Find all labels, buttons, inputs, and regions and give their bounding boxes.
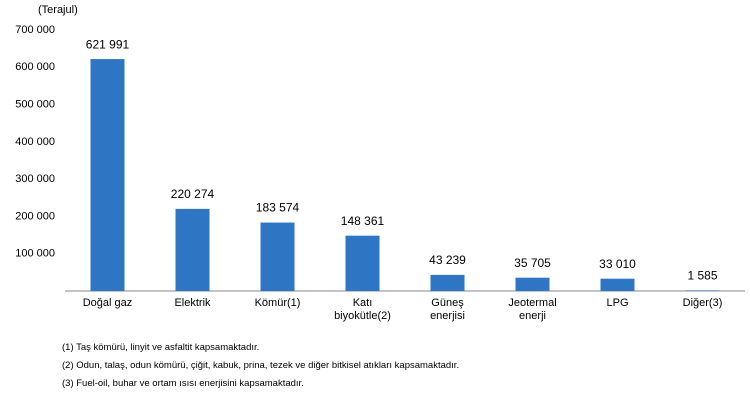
x-tick-label: Katı biyokütle(2) bbox=[334, 297, 391, 322]
bar bbox=[600, 278, 635, 291]
y-tick-label: 100 000 bbox=[15, 248, 55, 260]
footnote: (1) Taş kömürü, linyit ve asfaltit kapsa… bbox=[62, 342, 260, 353]
bar bbox=[260, 222, 295, 291]
value-label: 220 274 bbox=[171, 187, 215, 201]
x-tick-label: Kömür(1) bbox=[254, 297, 301, 309]
value-label: 1 585 bbox=[687, 269, 717, 283]
y-tick-label: 600 000 bbox=[15, 61, 55, 73]
footnote: (2) Odun, talaş, odun kömürü, çiğit, kab… bbox=[62, 360, 460, 371]
y-tick-label: 700 000 bbox=[15, 24, 55, 36]
x-tick-label: Elektrik bbox=[174, 297, 211, 309]
y-tick-label: 400 000 bbox=[15, 136, 55, 148]
value-label: 621 991 bbox=[86, 37, 130, 51]
bar bbox=[685, 290, 720, 291]
value-label: 43 239 bbox=[429, 253, 466, 267]
y-tick-label: 200 000 bbox=[15, 210, 55, 222]
bar bbox=[430, 274, 465, 291]
value-label: 183 574 bbox=[256, 201, 300, 215]
bar bbox=[515, 277, 550, 291]
bar bbox=[345, 235, 380, 291]
bar bbox=[175, 208, 210, 291]
x-tick-label: Diğer(3) bbox=[682, 297, 723, 309]
value-label: 148 361 bbox=[341, 214, 385, 228]
value-label: 35 705 bbox=[514, 256, 551, 270]
unit-label: (Terajul) bbox=[38, 4, 78, 16]
x-tick-label: Doğal gaz bbox=[82, 297, 133, 309]
bar bbox=[90, 59, 125, 291]
value-label: 33 010 bbox=[599, 257, 636, 271]
y-tick-label: 300 000 bbox=[15, 173, 55, 185]
footnote: (3) Fuel-oil, buhar ve ortam ısısı enerj… bbox=[62, 378, 304, 389]
y-tick-label: 500 000 bbox=[15, 98, 55, 110]
x-tick-label: LPG bbox=[606, 297, 629, 309]
x-tick-label: Jeotermal enerji bbox=[508, 297, 557, 322]
x-tick-label: Güneş enerjisi bbox=[430, 297, 465, 322]
